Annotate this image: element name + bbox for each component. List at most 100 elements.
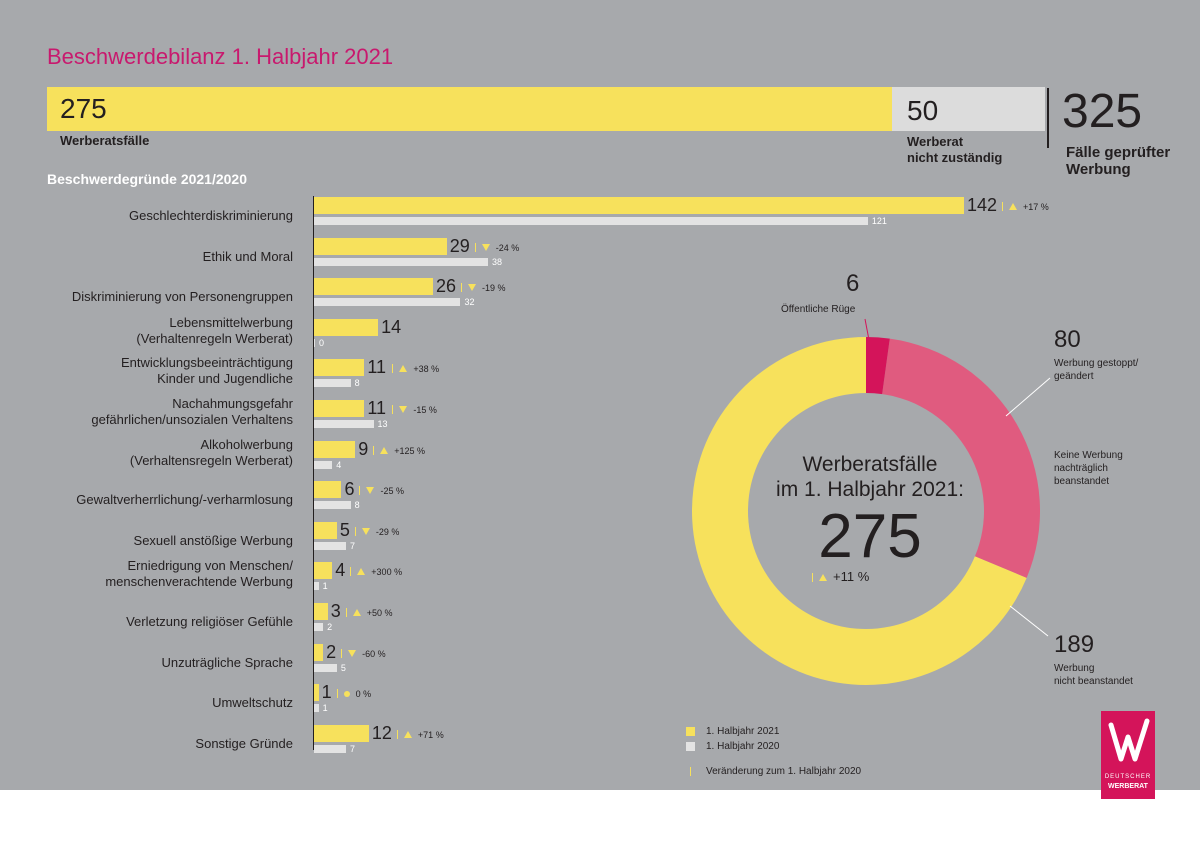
category-label: Umweltschutz <box>212 695 293 711</box>
bar-2021 <box>314 562 333 580</box>
bar-2020 <box>314 460 333 469</box>
page-title: Beschwerdebilanz 1. Halbjahr 2021 <box>47 44 394 69</box>
category-label: Ethik und Moral <box>202 248 293 264</box>
bar-2020 <box>314 541 347 550</box>
value-2020: 0 <box>319 337 325 348</box>
bar-2020 <box>314 623 324 631</box>
donut-center-change: +11 % <box>812 569 869 584</box>
bar-2021 <box>314 684 319 702</box>
value-2020: 38 <box>491 256 502 267</box>
category-label: Geschlechterdiskriminierung <box>128 208 293 223</box>
leader-line-nicht-beanstandet <box>1009 605 1049 637</box>
category-label: Unzuträgliche Sprache <box>161 654 293 670</box>
bar-2020 <box>314 379 351 388</box>
slice-ruege-label: Öffentliche Rüge <box>781 304 856 315</box>
value-2020: 8 <box>354 500 360 511</box>
change-indicator: +17 % <box>1002 202 1049 212</box>
bar-2020 <box>314 704 319 713</box>
legend-label-change: Veränderung zum 1. Halbjahr 2020 <box>706 766 862 777</box>
werberat-cases-value: 275 <box>60 93 107 124</box>
value-2020: 7 <box>350 743 356 754</box>
bar-2021 <box>314 643 324 661</box>
bar-2021 <box>314 400 365 417</box>
change-indicator: -29 % <box>354 526 399 537</box>
leader-line-ruege <box>864 318 870 341</box>
bar-2020 <box>314 582 319 591</box>
value-2021: 11 <box>367 357 387 378</box>
legend-label-2021: 1. Halbjahr 2021 <box>706 726 780 737</box>
change-indicator: -24 % <box>474 242 519 253</box>
bar-2021 <box>314 237 447 255</box>
value-2021: 9 <box>358 438 369 459</box>
infographic-canvas: Beschwerdebilanz 1. Halbjahr 2021 275 We… <box>0 0 1200 790</box>
change-indicator: -25 % <box>359 486 404 496</box>
bar-2021 <box>314 197 964 214</box>
slice-werbung-gestoppt <box>882 338 1041 578</box>
donut-center-title: Werberatsfälle im 1. Halbjahr 2021: <box>776 453 964 501</box>
bar-2021 <box>314 724 369 742</box>
total-checked-label: Fälle geprüfter Werbung <box>1066 144 1171 178</box>
slice-nicht-beanstandet <box>692 337 1027 686</box>
category-label: Lebensmittelwerbung (Verhaltenregeln Werb… <box>136 314 293 346</box>
not-responsible-bar <box>892 87 1045 131</box>
bar-2020 <box>314 338 315 347</box>
not-responsible-value: 50 <box>907 95 939 126</box>
bar-2021 <box>314 359 365 377</box>
bar-2021 <box>314 278 433 296</box>
category-label: Nachahmungsgefahr gefährlichen/unsozialen… <box>91 396 293 427</box>
donut-center-value: 275 <box>818 502 922 571</box>
value-2021: 14 <box>381 316 402 337</box>
legend-change-tick <box>690 767 691 776</box>
category-label: Sexuell anstößige Werbung <box>133 532 293 548</box>
donut-chart <box>692 318 1051 686</box>
value-2021: 2 <box>326 641 337 662</box>
bar-2020 <box>314 298 461 307</box>
value-2020: 7 <box>350 540 356 551</box>
value-2020: 1 <box>322 581 328 592</box>
complaint-reasons-title: Beschwerdegründe 2021/2020 <box>47 171 247 187</box>
slice-oeffentliche-ruege <box>866 336 890 395</box>
bar-2021 <box>314 318 379 336</box>
bar-2020 <box>314 663 337 672</box>
value-2021: 12 <box>371 722 392 743</box>
category-label: Diskriminierung von Personengruppen <box>71 289 293 305</box>
not-responsible-label: Werberat nicht zuständig <box>907 134 1003 165</box>
value-2021: 4 <box>335 560 346 581</box>
value-2021: 1 <box>321 682 332 703</box>
bar-2021 <box>314 440 356 458</box>
totals-separator <box>1047 88 1049 148</box>
leader-line-gestoppt <box>1005 377 1051 417</box>
category-label: Gewaltverherrlichung/-verharmlosung <box>76 492 293 508</box>
bar-2021 <box>314 603 328 620</box>
change-indicator: +300 % <box>350 567 402 577</box>
change-indicator: -60 % <box>341 648 386 659</box>
slice-ruege-value: 6 <box>846 270 860 297</box>
logo-w-icon <box>1108 718 1150 762</box>
change-indicator: +125 % <box>373 445 425 456</box>
value-2020: 8 <box>354 378 360 389</box>
change-indicator: +38 % <box>392 364 439 374</box>
bar-2020 <box>314 501 351 510</box>
slice-nicht-beanstandet-value: 189 <box>1054 631 1095 658</box>
value-2021: 142 <box>967 195 998 215</box>
change-indicator: 0 % <box>336 689 371 699</box>
value-2021: 3 <box>330 601 341 621</box>
value-2021: 5 <box>339 519 350 540</box>
werberat-cases-bar <box>47 87 892 131</box>
value-2020: 5 <box>340 662 346 673</box>
werberat-logo: DEUTSCHER WERBERAT <box>1101 711 1155 799</box>
slice-note: Keine Werbung nachträglich beanstandet <box>1054 450 1123 487</box>
slice-gestoppt-label: Werbung gestoppt/geändert <box>1054 358 1139 382</box>
value-2021: 26 <box>436 276 457 297</box>
bar-chart-axis <box>313 196 314 750</box>
legend-swatch-2021 <box>686 727 695 736</box>
bar-2020 <box>314 420 374 428</box>
bar-2021 <box>314 481 342 499</box>
change-indicator: +50 % <box>345 608 393 618</box>
logo-text-1: DEUTSCHER <box>1104 774 1152 780</box>
value-2020: 32 <box>464 297 475 308</box>
bar-2020 <box>314 217 868 225</box>
category-label: Sonstige Gründe <box>195 735 293 751</box>
legend-swatch-2020 <box>686 742 695 751</box>
category-label: Erniedrigung von Menschen/menschenverach… <box>105 558 293 590</box>
